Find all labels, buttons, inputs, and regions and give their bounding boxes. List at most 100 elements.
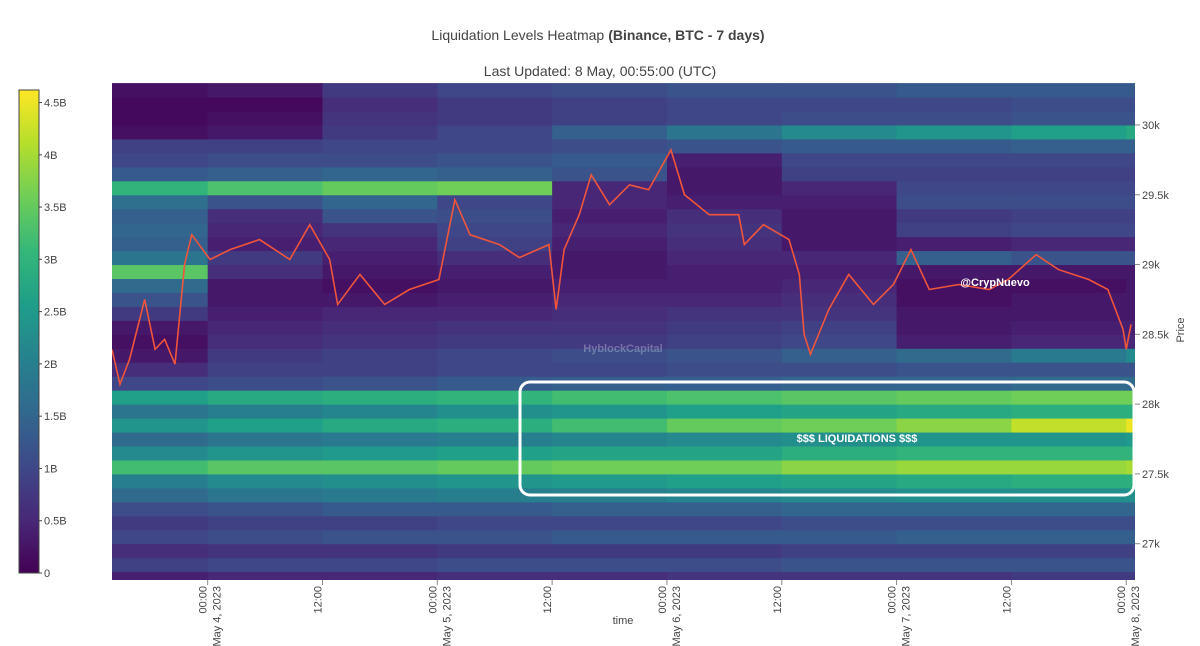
heat-cell [1126,543,1135,559]
heat-cell [1011,264,1127,280]
heat-cell [781,501,898,517]
heat-cell [666,432,783,447]
heat-cell [207,292,324,307]
heat-cell [322,404,438,419]
heat-cell [207,390,324,405]
heat-cell [322,362,438,377]
heat-cell [112,278,209,293]
heat-cell [1011,404,1127,419]
heat-cell [1011,320,1127,335]
heat-cell [896,166,1012,182]
heat-cell [207,487,324,503]
heat-cell [552,166,668,182]
heat-cell [322,473,438,489]
heat-cell [322,83,438,98]
heat-cell [666,194,783,210]
heat-cell [552,557,668,573]
heat-cell [207,250,324,266]
heat-cell [112,138,209,154]
annotation: @CrypNuevo [960,277,1030,289]
heat-cell [781,543,898,559]
heat-cell [207,418,324,433]
heat-cell [437,111,553,126]
heat-cell [1011,418,1127,433]
heat-cell [322,222,438,238]
x-tick-label: 00:00 [198,586,210,614]
heat-cell [207,348,324,363]
heat-cell [666,166,783,182]
heat-cell [896,250,1012,266]
heat-cell [781,152,898,168]
heat-cell [322,306,438,321]
colorbar-tick-label: 2B [44,359,57,371]
heat-cell [207,222,324,238]
heat-cell [666,236,783,252]
heat-cell [112,543,209,559]
heat-cell [781,124,898,140]
x-tick-label: 12:00 [542,586,554,614]
heat-cell [781,250,898,266]
heat-cell [112,390,209,405]
heat-cell [207,376,324,391]
heat-cell [207,208,324,224]
heat-cell [112,320,209,335]
heat-cell [207,194,324,210]
heat-cell [781,83,898,98]
heat-cell [666,404,783,419]
heat-cell [896,404,1012,419]
heat-cell [781,97,898,112]
heat-cell [1126,557,1135,573]
heat-cell [322,208,438,224]
title-detail: (Binance, BTC - 7 days) [608,27,764,43]
heat-cell [552,180,668,196]
heat-cell [322,515,438,531]
heat-cell [781,138,898,154]
heat-cell [666,250,783,266]
heat-cell [666,571,783,580]
heat-cell [666,348,783,363]
heat-cell [322,236,438,252]
x-tick-label: 00:00 [657,586,669,614]
heat-cell [112,418,209,433]
heat-cell [322,250,438,266]
heat-cell [666,320,783,335]
heat-cell [552,418,668,433]
x-tick-label: May 6, 2023 [671,586,683,646]
heat-cell [112,348,209,363]
heat-cell [437,543,553,559]
heat-cell [896,501,1012,517]
heat-cell [207,557,324,573]
heat-cell [207,543,324,559]
heat-cell [896,124,1012,140]
heat-cell [552,334,668,349]
heat-cell [896,418,1012,433]
heat-cell [1126,487,1135,503]
heat-cell [437,124,553,140]
heat-cell [1011,432,1127,447]
heat-cell [552,83,668,98]
heat-cell [1011,166,1127,182]
heat-cell [552,446,668,461]
heat-cell [1011,459,1127,475]
heat-cell [207,124,324,140]
colorbar-tick-label: 4B [44,150,57,162]
heat-cell [781,236,898,252]
heat-cell [207,404,324,419]
heat-cell [1011,334,1127,349]
heat-cell [781,459,898,475]
heat-cell [896,320,1012,335]
heat-cell [666,306,783,321]
heat-cell [666,459,783,475]
heat-cell [666,473,783,489]
heat-cell [437,418,553,433]
heat-cell [437,390,553,405]
heat-cell [1011,446,1127,461]
heat-cell [322,348,438,363]
heat-cell [1011,543,1127,559]
heat-cell [207,180,324,196]
heat-cell [112,306,209,321]
heat-cell [437,404,553,419]
heat-cell [112,97,209,112]
heat-cell [781,473,898,489]
heat-cell [322,557,438,573]
